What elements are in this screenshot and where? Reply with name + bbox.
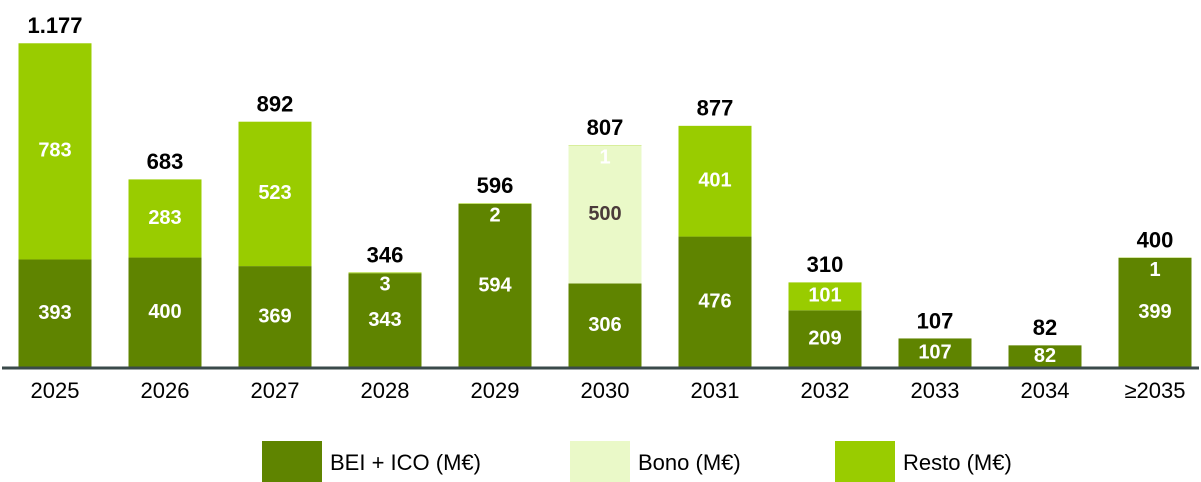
bar-segment	[568, 145, 642, 284]
bar-segment	[898, 338, 972, 368]
segment-label: 500	[588, 203, 621, 225]
segment-label: 393	[38, 302, 71, 324]
bar-segment	[788, 282, 862, 311]
segment-label: 369	[258, 305, 291, 327]
segment-label: 209	[808, 327, 841, 349]
bar-segment	[458, 203, 532, 204]
bar-segment	[348, 273, 422, 368]
legend-label: Resto (M€)	[903, 450, 1012, 475]
x-tick-label: 2026	[141, 378, 190, 403]
bar-segment	[458, 203, 532, 368]
segment-label: 401	[698, 169, 731, 191]
legend-swatch	[835, 441, 895, 482]
bar-segment	[348, 272, 422, 274]
bar-segment	[18, 259, 92, 368]
total-label: 596	[477, 173, 514, 198]
bar-segment	[18, 43, 92, 260]
segment-label: 523	[258, 182, 291, 204]
bar-segment	[1118, 257, 1192, 368]
segment-label: 1	[1149, 259, 1160, 281]
x-tick-label: 2027	[251, 378, 300, 403]
segment-label: 400	[148, 301, 181, 323]
x-tick-label: ≥2035	[1124, 378, 1185, 403]
segment-label: 101	[808, 285, 841, 307]
segment-label: 399	[1138, 301, 1171, 323]
total-label: 400	[1137, 227, 1174, 252]
x-tick-label: 2028	[361, 378, 410, 403]
segment-label: 594	[478, 274, 512, 296]
total-label: 346	[367, 242, 404, 267]
segment-label: 343	[368, 309, 401, 331]
bar-segment	[1008, 345, 1082, 368]
bar-segment	[128, 257, 202, 368]
x-tick-label: 2033	[911, 378, 960, 403]
x-tick-label: 2031	[691, 378, 740, 403]
bar-segment	[568, 283, 642, 368]
total-label: 807	[587, 115, 624, 140]
total-label: 107	[917, 308, 954, 333]
bar-segment	[788, 310, 862, 368]
total-label: 1.177	[27, 13, 82, 38]
total-label: 877	[697, 96, 734, 121]
bar-segment	[128, 179, 202, 258]
segment-label: 306	[588, 314, 621, 336]
segment-label: 1	[599, 146, 610, 168]
segment-label: 82	[1034, 345, 1056, 367]
x-tick-label: 2032	[801, 378, 850, 403]
total-label: 683	[147, 149, 184, 174]
x-tick-label: 2025	[31, 378, 80, 403]
legend-label: Bono (M€)	[638, 450, 741, 475]
segment-label: 2	[489, 205, 500, 227]
legend-swatch	[570, 441, 630, 482]
legend-label: BEI + ICO (M€)	[330, 450, 481, 475]
segment-label: 107	[918, 342, 951, 364]
x-tick-label: 2034	[1021, 378, 1070, 403]
segment-label: 3	[379, 274, 390, 296]
total-label: 892	[257, 92, 294, 117]
segment-label: 783	[38, 140, 71, 162]
legend-swatch	[262, 441, 322, 482]
segment-label: 283	[148, 207, 181, 229]
bar-segment	[238, 266, 312, 368]
bar-segment	[238, 121, 312, 267]
x-tick-label: 2030	[581, 378, 630, 403]
segment-label: 476	[698, 291, 731, 313]
x-tick-label: 2029	[471, 378, 520, 403]
bar-segment	[678, 236, 752, 368]
total-label: 82	[1033, 315, 1057, 340]
total-label: 310	[807, 252, 844, 277]
bar-segment	[678, 125, 752, 237]
